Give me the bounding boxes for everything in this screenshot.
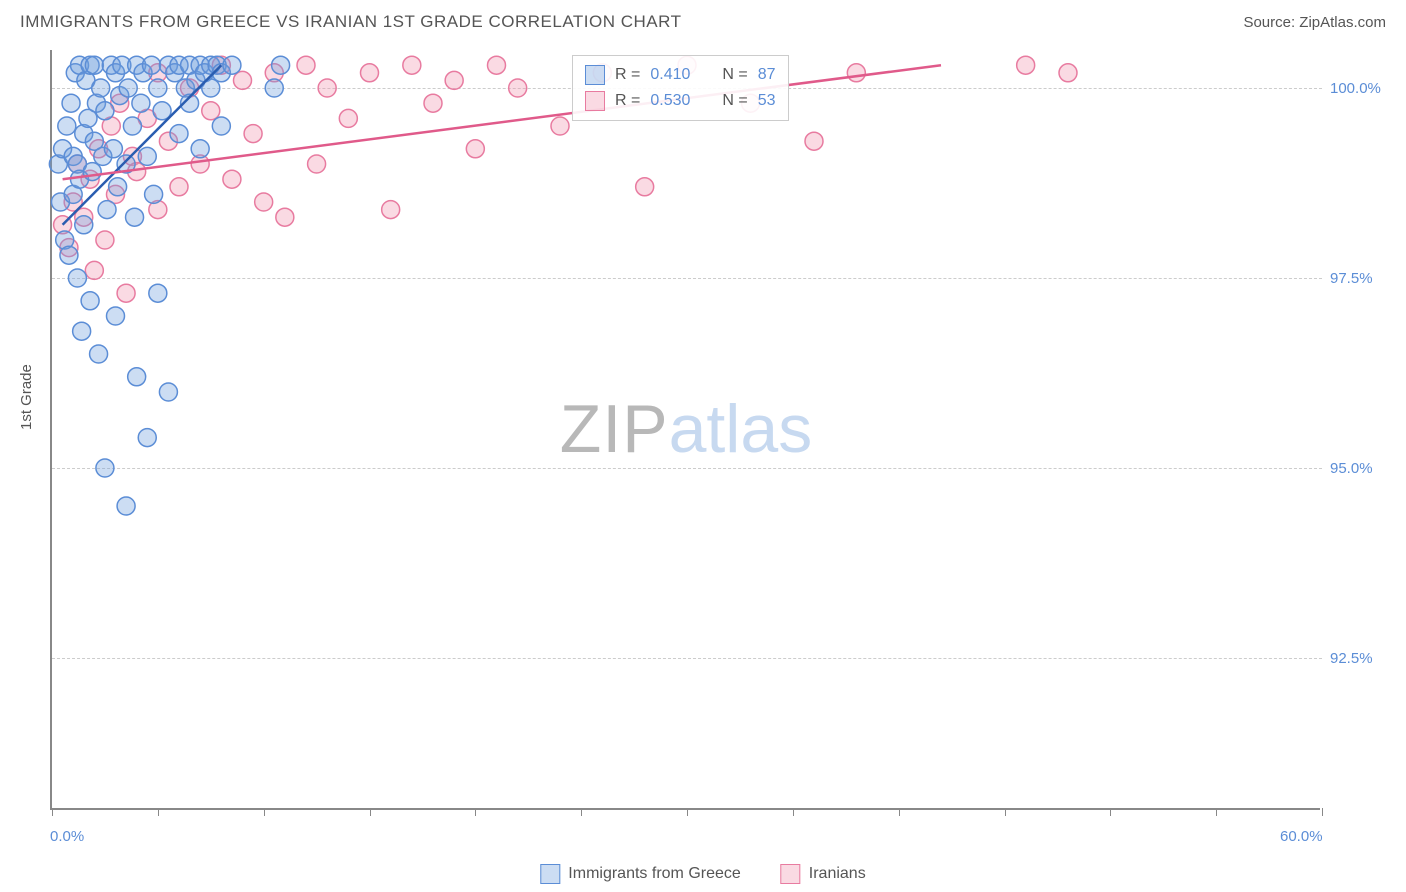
y-tick-label: 97.5% [1330, 270, 1400, 287]
bottom-legend-greece: Immigrants from Greece [540, 864, 740, 884]
legend-row-greece: R = 0.410 N = 87 [585, 62, 776, 88]
bottom-legend: Immigrants from Greece Iranians [540, 864, 865, 884]
source-attribution: Source: ZipAtlas.com [1243, 14, 1386, 31]
legend-label-iranians: Iranians [809, 865, 866, 883]
legend-label-greece: Immigrants from Greece [568, 865, 740, 883]
y-tick-label: 95.0% [1330, 460, 1400, 477]
x-tick [1322, 808, 1323, 816]
x-tick-label: 0.0% [50, 828, 84, 845]
chart-title: IMMIGRANTS FROM GREECE VS IRANIAN 1ST GR… [20, 12, 681, 32]
r-label: R = [615, 92, 640, 110]
n-label: N = [722, 66, 747, 84]
chart-header: IMMIGRANTS FROM GREECE VS IRANIAN 1ST GR… [0, 0, 1406, 40]
legend-row-iranians: R = 0.530 N = 53 [585, 88, 776, 114]
r-value-iranians: 0.530 [650, 92, 690, 110]
n-value-iranians: 53 [758, 92, 776, 110]
scatter-plot-svg [52, 50, 1322, 810]
y-tick-label: 92.5% [1330, 650, 1400, 667]
y-tick-label: 100.0% [1330, 80, 1400, 97]
chart-container: ZIPatlas R = 0.410 N = 87 R = 0.530 N = … [50, 50, 1320, 810]
r-value-greece: 0.410 [650, 66, 690, 84]
correlation-legend: R = 0.410 N = 87 R = 0.530 N = 53 [572, 55, 789, 121]
swatch-greece-icon [540, 864, 560, 884]
swatch-greece [585, 65, 605, 85]
swatch-iranians [585, 91, 605, 111]
bottom-legend-iranians: Iranians [781, 864, 866, 884]
n-label: N = [722, 92, 747, 110]
n-value-greece: 87 [758, 66, 776, 84]
swatch-iranians-icon [781, 864, 801, 884]
x-tick-label: 60.0% [1280, 828, 1323, 845]
r-label: R = [615, 66, 640, 84]
y-axis-title: 1st Grade [18, 364, 35, 430]
plot-area: ZIPatlas R = 0.410 N = 87 R = 0.530 N = … [50, 50, 1320, 810]
